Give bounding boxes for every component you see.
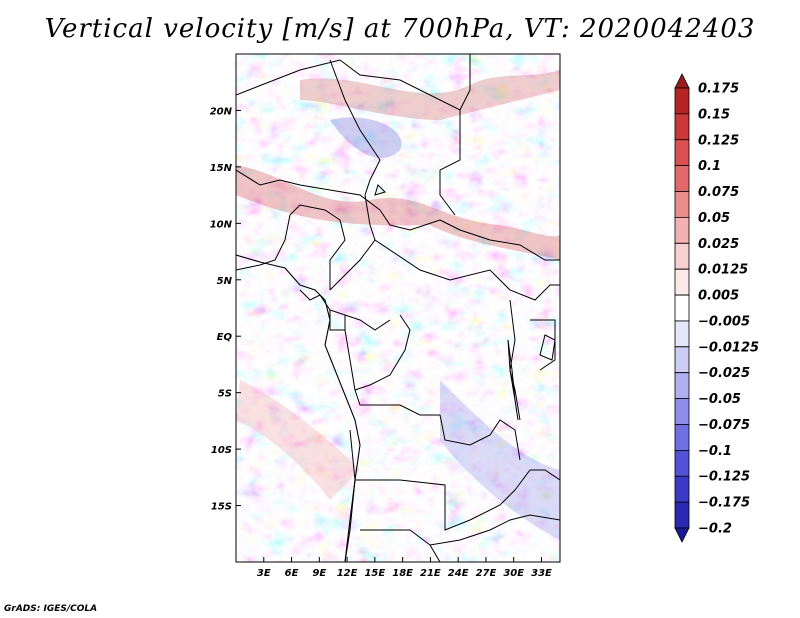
- colorbar: 0.175 0.15 0.125 0.1 0.075 0.05 0.025 0.0125 0.0…: [674, 73, 759, 543]
- colorbar-label: −0.0125: [698, 340, 759, 355]
- colorbar-label: 0.075: [698, 185, 739, 200]
- country-borders: [236, 54, 560, 562]
- colorbar-label: −0.175: [698, 496, 750, 511]
- map-frame: [235, 53, 561, 563]
- colorbar-swatch: [674, 475, 690, 503]
- longitude-axis: 3E 6E 9E 12E 15E 18E 21E 24E 27E 30E 33E: [257, 557, 552, 579]
- colorbar-label: 0.025: [698, 237, 739, 252]
- colorbar-swatch: [674, 346, 690, 374]
- colorbar-label: −0.075: [698, 418, 750, 433]
- colorbar-label: −0.005: [698, 314, 750, 329]
- colorbar-label: −0.2: [698, 522, 732, 537]
- colorbar-label: −0.125: [698, 470, 750, 485]
- lon-tick-label: 30E: [503, 568, 524, 579]
- colorbar-label: 0.1: [698, 159, 721, 174]
- lon-tick-label: 6E: [285, 568, 299, 579]
- colorbar-swatch: [674, 87, 690, 115]
- vertical-velocity-field: [236, 54, 560, 562]
- colorbar-swatch: [674, 372, 690, 399]
- lon-tick-label: 27E: [476, 568, 497, 579]
- lat-tick-label: 15N: [210, 163, 233, 174]
- colorbar-swatch: [674, 398, 690, 425]
- colorbar-swatch: [674, 501, 690, 529]
- colorbar-label: 0.15: [698, 107, 730, 122]
- latitude-axis: 20N 15N 10N 5N EQ 5S 10S 15S: [210, 106, 241, 513]
- colorbar-label: 0.0125: [698, 263, 748, 278]
- colorbar-swatch: [674, 113, 690, 141]
- colorbar-label: −0.025: [698, 366, 750, 381]
- lon-tick-label: 18E: [392, 568, 413, 579]
- lon-tick-label: 33E: [531, 568, 552, 579]
- colorbar-swatch: [674, 268, 690, 296]
- lat-tick-label: 5S: [218, 389, 232, 400]
- lat-tick-label: 15S: [211, 502, 232, 513]
- colorbar-label: 0.175: [698, 82, 739, 97]
- colorbar-label: −0.05: [698, 392, 741, 407]
- lat-tick-label: 20N: [210, 106, 233, 117]
- lon-tick-label: 9E: [312, 568, 326, 579]
- credit-text: GrADS: IGES/COLA: [4, 604, 98, 614]
- colorbar-swatch: [674, 165, 690, 192]
- lat-tick-label: EQ: [217, 332, 233, 343]
- lon-tick-label: 3E: [257, 568, 271, 579]
- colorbar-swatch: [674, 217, 690, 244]
- colorbar-swatch: [674, 424, 690, 451]
- lon-tick-label: 12E: [337, 568, 358, 579]
- lat-tick-label: 10S: [211, 445, 232, 456]
- colorbar-label: 0.005: [698, 289, 739, 304]
- plot-title: Vertical velocity [m/s] at 700hPa, VT: 2…: [44, 14, 756, 44]
- colorbar-swatch: [674, 449, 690, 477]
- lon-tick-label: 15E: [364, 568, 385, 579]
- colorbar-swatch: [674, 73, 690, 89]
- colorbar-swatch: [674, 242, 690, 270]
- lon-tick-label: 21E: [420, 568, 441, 579]
- colorbar-swatch: [674, 139, 690, 167]
- lat-tick-label: 5N: [217, 276, 233, 287]
- colorbar-swatch: [674, 320, 690, 348]
- lat-tick-label: 10N: [210, 219, 233, 230]
- colorbar-swatch: [674, 294, 690, 322]
- colorbar-label: 0.125: [698, 133, 739, 148]
- lon-tick-label: 24E: [448, 568, 469, 579]
- colorbar-swatch: [674, 191, 690, 218]
- colorbar-label: 0.05: [698, 211, 730, 226]
- colorbar-label: −0.1: [698, 444, 732, 459]
- colorbar-swatch: [674, 527, 690, 543]
